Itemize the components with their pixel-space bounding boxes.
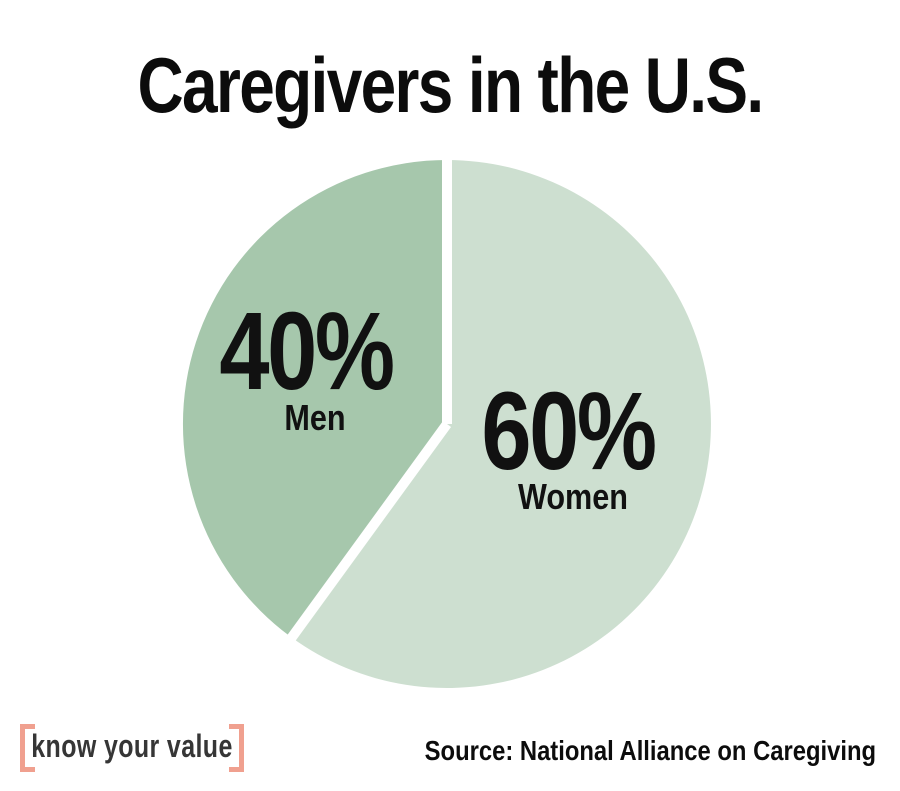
logo-left-bracket-icon [20, 724, 35, 772]
source-attribution: Source: National Alliance on Caregiving [424, 735, 876, 766]
men-label: Men [284, 397, 346, 438]
separator-lower-left [282, 421, 452, 647]
chart-title: Caregivers in the U.S. [137, 41, 764, 129]
logo-text: know your value [31, 728, 233, 765]
women-percent-label: 60% [481, 370, 657, 493]
women-label: Women [518, 476, 628, 517]
slice-separators [282, 153, 452, 647]
pie-slice-women [291, 160, 711, 688]
men-percent-label: 40% [219, 290, 395, 413]
pie-slice-men [182, 159, 447, 638]
know-your-value-logo: know your value [20, 724, 244, 772]
logo-right-bracket-icon [229, 724, 244, 772]
